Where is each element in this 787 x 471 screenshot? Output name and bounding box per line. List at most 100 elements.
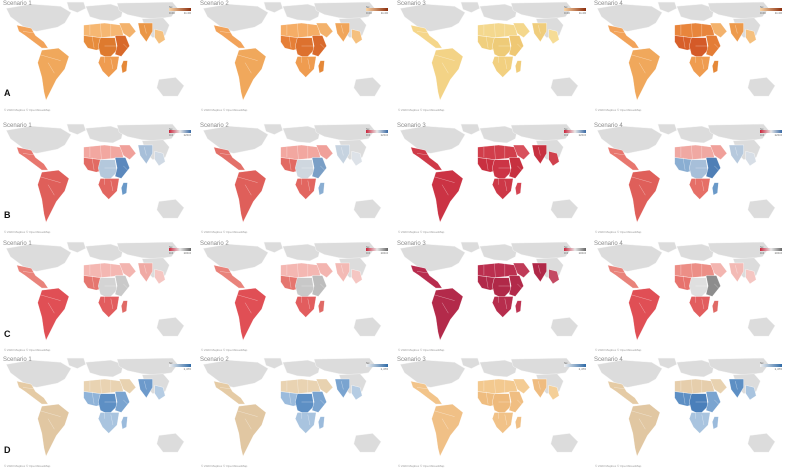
country-border [691,378,693,394]
central-africa-region [492,277,512,299]
country-border [100,378,102,394]
central-america-region [213,264,246,289]
legend-gradient-bar [169,8,191,11]
map-canvas [202,1,382,101]
country-border [144,25,147,34]
country-border [288,35,292,49]
greenland-land [263,123,283,135]
country-border [638,62,646,74]
australia-land [550,199,579,219]
country-border [219,271,235,274]
country-border [219,31,235,34]
legend-title: Sc [760,361,764,365]
europe-land [85,359,124,378]
country-border [288,157,292,171]
southern-africa-region [689,56,711,78]
arabia-region [512,144,531,160]
map-credit: © 2023 Mapbox © OpenStreetMap [4,464,51,468]
country-border [22,31,38,34]
central-africa-region [689,277,709,299]
country-border [735,381,738,390]
greenland-land [657,241,677,253]
southern-africa-region [295,296,317,318]
madagascar-region [318,416,325,430]
greenland-land [66,1,86,13]
india-region [334,262,350,283]
country-border [320,165,325,171]
greenland-land [460,357,480,369]
country-border [682,157,686,171]
legend-min-label: 0.00 [760,11,766,15]
country-border [714,43,719,49]
legend-max-label: 120.0 [380,133,388,137]
south-america-region [431,287,464,341]
legend-title: Sc [169,127,173,131]
country-border [441,302,449,314]
map-credit: © 2023 Mapbox © OpenStreetMap [201,464,248,468]
country-border [485,157,489,171]
country-border [638,418,646,430]
east-africa-region [311,391,327,413]
map-canvas [596,1,776,101]
central-africa-region [295,159,315,181]
southern-africa-region [98,412,120,434]
legend-gradient-bar [169,130,191,133]
east-africa-region [311,35,327,57]
southeast-asia-region [548,151,560,167]
southeast-asia-region [745,269,757,285]
southern-africa-region [295,412,317,434]
country-border [31,292,61,301]
legend-max-label: 120.0 [578,133,586,137]
country-border [31,174,61,183]
country-border [485,275,489,289]
india-region [531,262,547,283]
country-border [613,387,629,390]
india-region [531,378,547,399]
scenario-title: Scenario 4 [594,241,623,247]
legend-min-label: 0.0 [564,251,569,255]
europe-land [479,359,518,378]
country-border [22,387,38,390]
legend-min-label: 0.0 [169,133,174,137]
central-africa-region [492,393,512,415]
greenland-land [263,241,283,253]
southeast-asia-region [351,269,363,285]
southern-africa-region [689,178,711,200]
scenario-title: Scenario 4 [594,357,623,363]
russia-land [510,241,572,260]
country-border [494,262,496,278]
east-africa-region [311,157,327,179]
europe-land [479,125,518,144]
country-border [307,58,311,70]
russia-land [510,123,572,142]
country-border [735,147,738,156]
country-border [638,302,646,314]
south-america-region [37,47,70,101]
color-legend: Sc 0.0 120.0 [760,127,782,138]
madagascar-region [712,300,719,314]
map-panel: Scenario 3 © 2023 Mapbox © OpenStreetMap [394,0,590,115]
map-credit: © 2023 Mapbox © OpenStreetMap [398,230,445,234]
central-africa-region [295,37,315,59]
map-credit: © 2023 Mapbox © OpenStreetMap [201,348,248,352]
central-america-region [607,380,640,405]
row-label: B [4,210,11,220]
central-america-region [410,146,443,171]
scenario-title: Scenario 1 [3,123,32,129]
north-america-land [596,3,663,32]
south-america-region [431,47,464,101]
map-panel: Scenario 2 © 2023 Mapbox © OpenStreetMap [197,240,393,355]
arabia-region [512,378,531,394]
country-border [494,378,496,394]
legend-max-label: 100.0 [380,251,388,255]
country-border [425,174,455,183]
north-america-land [399,243,466,272]
scenario-title: Scenario 1 [3,1,32,7]
australia-land [353,77,382,97]
legend-max-label: 11.00 [578,11,586,15]
north-america-land [399,125,466,154]
country-border [504,298,508,310]
country-border [682,275,686,289]
country-border [110,58,114,70]
arabia-region [512,262,531,278]
